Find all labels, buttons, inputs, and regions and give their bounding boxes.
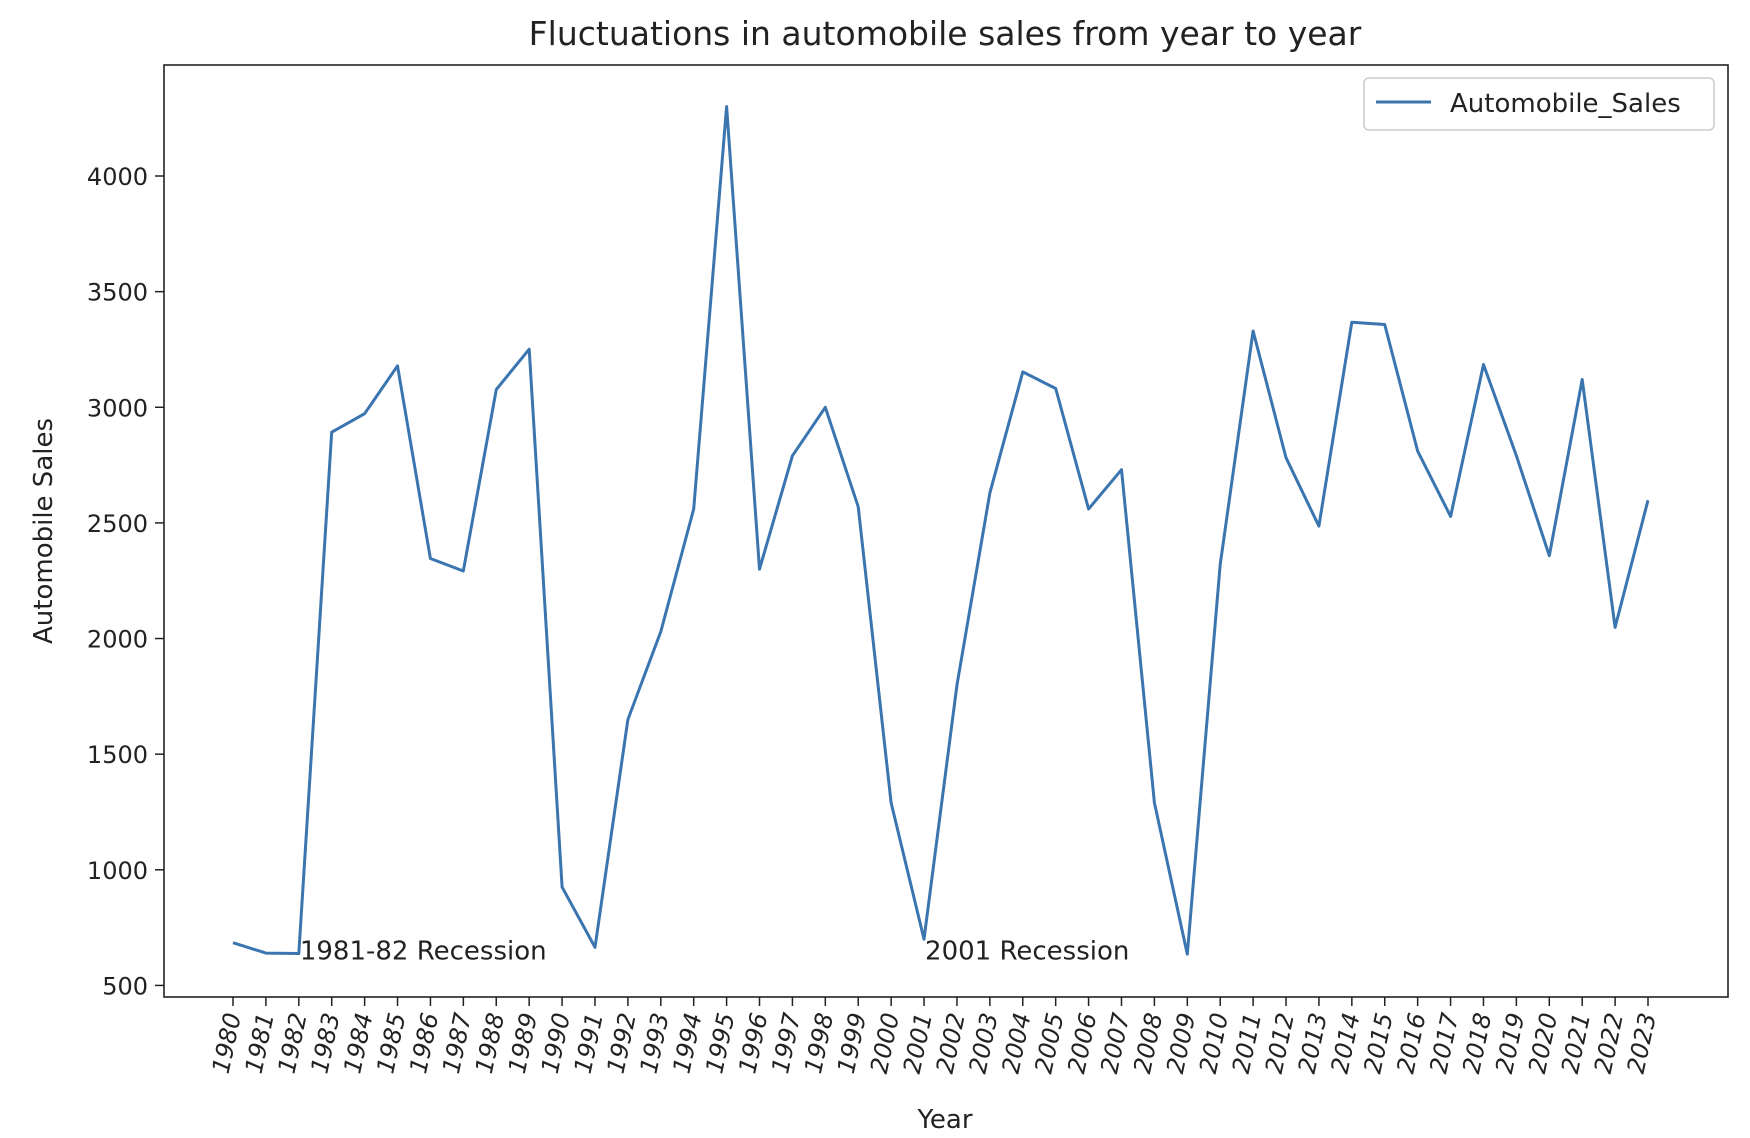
chart-title: Fluctuations in automobile sales from ye… [529, 14, 1362, 53]
y-axis-ticks: 500 1000 1500 2000 2500 3000 3500 4000 [87, 163, 164, 1000]
y-tick-label: 500 [102, 972, 148, 1000]
y-tick-label: 1000 [87, 857, 148, 885]
legend-box [1363, 77, 1715, 131]
y-tick-label: 3500 [87, 279, 148, 307]
y-tick-label: 1500 [87, 741, 148, 769]
annotation-label: 1981-82 Recession [300, 937, 547, 967]
plot-frame [163, 64, 1729, 998]
y-tick-label: 2000 [87, 626, 148, 654]
x-axis-label: Year [916, 1105, 972, 1134]
x-axis-ticks: 1980198119821983198419851986198719881989… [207, 997, 1662, 1076]
series-line[interactable] [232, 105, 1650, 956]
y-tick-label: 4000 [87, 163, 148, 191]
y-tick-label: 2500 [87, 510, 148, 538]
legend[interactable]: Automobile_Sales [1363, 77, 1715, 131]
annotation-label: 2001 Recession [925, 937, 1129, 967]
annotation-layer: 1981-82 Recession 2001 Recession [300, 937, 1130, 967]
series-layer [232, 105, 1650, 956]
y-tick-label: 3000 [87, 394, 148, 422]
y-axis-label: Automobile Sales [29, 418, 59, 644]
legend-label: Automobile_Sales [1450, 89, 1681, 119]
